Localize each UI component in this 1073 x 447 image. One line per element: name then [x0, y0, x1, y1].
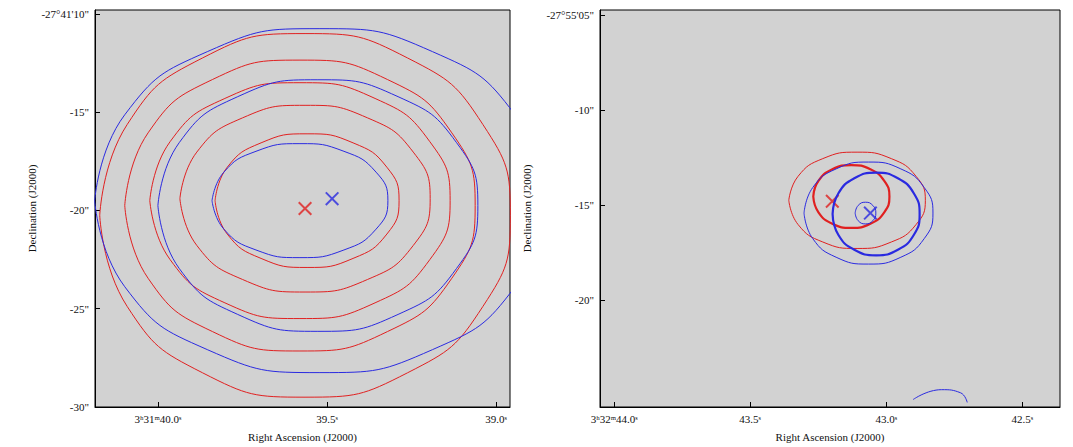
- svg-text:39.0ˢ: 39.0ˢ: [485, 413, 507, 425]
- svg-text:3ʰ32ᵐ44.0ˢ: 3ʰ32ᵐ44.0ˢ: [591, 413, 639, 425]
- svg-text:39.5ˢ: 39.5ˢ: [316, 413, 338, 425]
- svg-text:-27°55'05": -27°55'05": [546, 9, 594, 21]
- svg-text:Declination (J2000): Declination (J2000): [521, 164, 534, 252]
- svg-text:Right Ascension (J2000): Right Ascension (J2000): [248, 431, 357, 444]
- svg-text:-20": -20": [70, 204, 89, 216]
- svg-text:-27°41'10": -27°41'10": [41, 8, 89, 20]
- svg-text:43.5ˢ: 43.5ˢ: [739, 413, 761, 425]
- svg-text:-30": -30": [70, 401, 89, 413]
- svg-text:Declination (J2000): Declination (J2000): [26, 164, 39, 252]
- svg-text:43.0ˢ: 43.0ˢ: [875, 413, 897, 425]
- svg-text:-20": -20": [575, 294, 594, 306]
- svg-text:-25": -25": [70, 303, 89, 315]
- svg-text:42.5ˢ: 42.5ˢ: [1011, 413, 1033, 425]
- svg-text:Right Ascension (J2000): Right Ascension (J2000): [776, 431, 885, 444]
- svg-text:-10": -10": [575, 104, 594, 116]
- svg-text:-15": -15": [70, 106, 89, 118]
- svg-text:3ʰ31ᵐ40.0ˢ: 3ʰ31ᵐ40.0ˢ: [134, 413, 182, 425]
- svg-text:-15": -15": [575, 199, 594, 211]
